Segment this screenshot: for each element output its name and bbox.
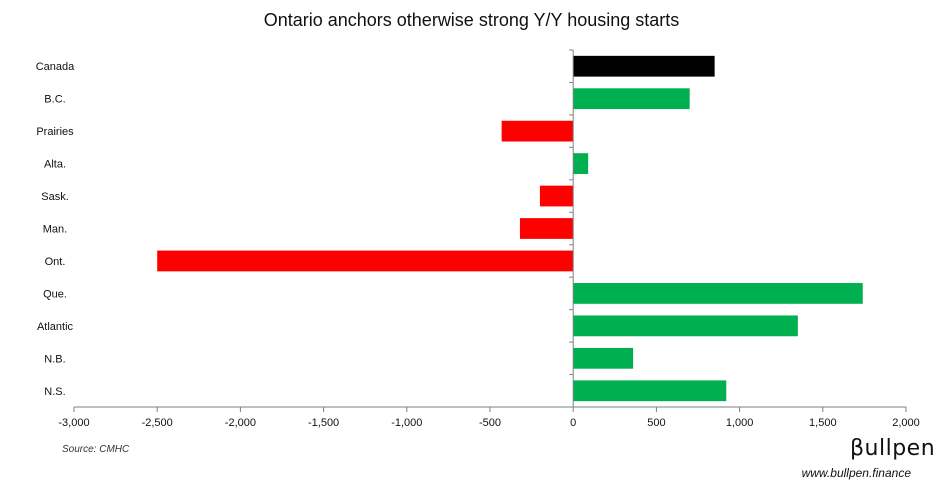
value-tick-label: -3,000 (58, 417, 89, 429)
category-label: Que. (43, 288, 67, 300)
bar-prairies (501, 120, 574, 142)
category-label: B.C. (44, 94, 65, 106)
value-tick-label: -1,000 (391, 417, 422, 429)
category-label: Alta. (44, 159, 66, 171)
value-tick-label: 500 (647, 417, 665, 429)
category-label: Prairies (36, 126, 74, 138)
bars-layer (157, 55, 863, 402)
value-tick-label: 1,500 (809, 417, 837, 429)
category-label: Ont. (45, 256, 66, 268)
chart-title: Ontario anchors otherwise strong Y/Y hou… (263, 10, 680, 30)
bar-canada (573, 55, 715, 77)
value-tick-label: -500 (479, 417, 501, 429)
category-label: Canada (36, 61, 75, 73)
brand-url: www.bullpen.finance (801, 466, 911, 480)
value-tick-label: -1,500 (308, 417, 339, 429)
value-tick-label: 0 (570, 417, 576, 429)
category-label: Sask. (41, 191, 69, 203)
category-label: N.S. (44, 386, 65, 398)
brand-logo: βullpen (850, 436, 936, 461)
bar-alta (573, 153, 589, 174)
bar-atlantic (573, 315, 798, 337)
value-tick-label: -2,500 (142, 417, 173, 429)
source-note: Source: CMHC (62, 444, 130, 455)
bar-b-c (573, 88, 690, 110)
bar-man (519, 218, 574, 239)
bar-n-s (573, 380, 727, 402)
bar-que (573, 283, 863, 304)
bar-n-b (573, 347, 634, 369)
category-label: Atlantic (37, 321, 74, 333)
category-label: N.B. (44, 353, 65, 365)
bar-sask (539, 185, 574, 207)
bar-ont (157, 250, 574, 272)
value-tick-label: -2,000 (225, 417, 256, 429)
labels-layer: Canada B.C. Prairies Alta. Sask. Man. Ont. Que.… (36, 61, 920, 429)
axis-layer (73, 49, 907, 412)
value-tick-label: 2,000 (892, 417, 920, 429)
value-tick-label: 1,000 (726, 417, 754, 429)
category-label: Man. (43, 224, 67, 236)
